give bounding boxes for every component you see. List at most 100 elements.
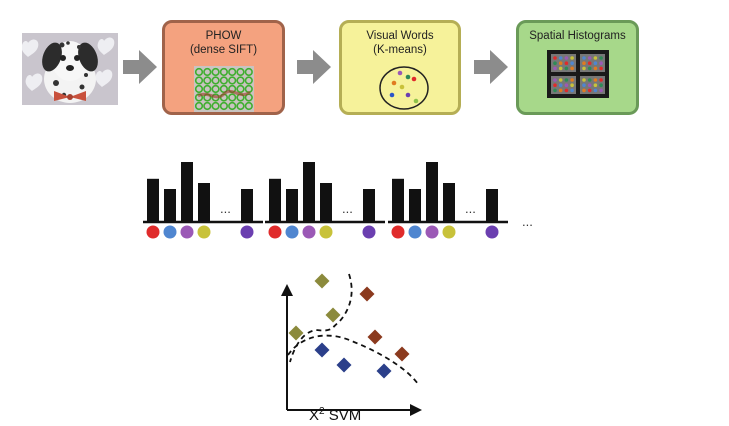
- spatial-histograms-box: Spatial Histograms: [516, 20, 639, 115]
- spatial-cell: [580, 54, 605, 72]
- histograms-chart: ............: [143, 162, 533, 239]
- spatial-word-dot: [582, 83, 586, 87]
- svm-sample-point: [394, 346, 410, 362]
- spatial-word-dot: [558, 78, 563, 82]
- spatial-word-dot: [587, 78, 592, 82]
- visual-words-subtitle: (K-means): [373, 44, 427, 56]
- sift-descriptor-circle: [244, 76, 253, 85]
- arrow-icon: [297, 50, 331, 84]
- histogram-ellipsis: ...: [220, 201, 231, 216]
- spatial-word-dot: [564, 78, 569, 82]
- sift-descriptor-circle: [203, 76, 212, 85]
- spatial-word-dot: [599, 78, 603, 82]
- spatial-cell: [551, 54, 576, 72]
- spatial-word-dot: [553, 61, 557, 65]
- spatial-word-dot: [599, 88, 603, 93]
- spatial-word-dot: [553, 78, 557, 82]
- histogram-bar: [147, 178, 159, 222]
- svm-axes: [286, 290, 415, 411]
- sift-descriptor-circle: [228, 67, 237, 77]
- spatial-word-dot: [593, 78, 598, 82]
- spatial-word-dot: [593, 88, 598, 93]
- histogram-bar: [269, 178, 281, 222]
- spatial-word-dot: [558, 66, 563, 71]
- svm-sample-point: [314, 342, 330, 358]
- visual-word-dot: [240, 225, 254, 239]
- spatial-word-dot: [587, 83, 592, 87]
- spatial-word-dot: [587, 88, 592, 93]
- spatial-word-dot: [570, 56, 574, 60]
- phow-box: PHOW (dense SIFT): [162, 20, 285, 115]
- svm-sample-point: [367, 329, 383, 345]
- visual-word-dot: [391, 225, 405, 239]
- spatial-word-dot: [564, 61, 569, 65]
- sift-descriptor-circle: [236, 84, 245, 94]
- phow-subtitle: (dense SIFT): [189, 44, 258, 56]
- sift-descriptor-circle: [236, 76, 245, 85]
- histogram-bar: [363, 189, 375, 222]
- spatial-word-dot: [564, 88, 569, 93]
- visual-word-dot: [319, 225, 333, 239]
- spatial-word-dot: [570, 83, 574, 87]
- spatial-word-dot: [599, 56, 603, 60]
- visual-word-dot: [180, 225, 194, 239]
- spatial-word-dot: [599, 66, 603, 71]
- spatial-word-dot: [587, 56, 592, 60]
- sift-descriptor-circle: [244, 67, 253, 77]
- svm-sample-point: [325, 307, 341, 323]
- spatial-word-dot: [593, 61, 598, 65]
- spatial-word-dot: [599, 61, 603, 65]
- sift-descriptor-circle: [203, 101, 212, 111]
- spatial-word-dot: [564, 66, 569, 71]
- histogram-bar: [409, 189, 421, 222]
- sift-descriptor-circle: [203, 67, 212, 77]
- visual-words-title: Visual Words: [366, 30, 434, 42]
- kmeans-cluster-icon: [379, 66, 429, 110]
- spatial-word-dot: [582, 61, 586, 65]
- sift-descriptor-circle: [211, 101, 220, 111]
- sift-grid-image: [194, 66, 254, 112]
- sift-descriptor-circle: [194, 101, 204, 111]
- spatial-word-dot: [587, 61, 592, 65]
- sift-descriptor-circle: [211, 67, 220, 77]
- decision-boundary-2: [287, 334, 419, 385]
- sift-descriptor-circle: [203, 84, 212, 94]
- histogram-bar: [426, 162, 438, 222]
- histogram-bar: [198, 183, 210, 222]
- x-axis-arrowhead: [410, 404, 422, 416]
- sift-descriptor-circle: [228, 93, 237, 102]
- svm-sample-point: [336, 357, 352, 373]
- sift-descriptor-circle: [219, 101, 229, 111]
- svm-label: X2 SVM: [309, 406, 361, 424]
- spatial-word-dot: [564, 56, 569, 60]
- spatial-word-dot: [593, 83, 598, 87]
- sift-descriptor-circle: [211, 76, 220, 85]
- spatial-word-dot: [558, 83, 563, 87]
- histogram-ellipsis: ...: [465, 201, 476, 216]
- sift-descriptor-circle: [244, 101, 253, 111]
- spatial-word-dot: [558, 56, 563, 60]
- spatial-word-dot: [564, 83, 569, 87]
- histogram-bar: [181, 162, 193, 222]
- histogram-ellipsis: ...: [342, 201, 353, 216]
- arrow-icon: [123, 50, 157, 84]
- spatial-word-dot: [570, 88, 574, 93]
- histogram-bar: [443, 183, 455, 222]
- histogram-bar: [320, 183, 332, 222]
- spatial-word-dot: [553, 56, 557, 60]
- histogram-bar: [241, 189, 253, 222]
- spatial-word-dot: [558, 61, 563, 65]
- sift-descriptor-circle: [236, 67, 245, 77]
- spatial-word-dot: [582, 78, 586, 82]
- trailing-ellipsis: ...: [522, 214, 533, 229]
- sift-descriptor-circle: [219, 67, 229, 77]
- visual-word-dot: [302, 225, 316, 239]
- spatial-word-dot: [599, 83, 603, 87]
- visual-word-dot: [485, 225, 499, 239]
- sift-descriptor-circle: [211, 84, 220, 94]
- histogram-bar: [164, 189, 176, 222]
- spatial-word-dot: [570, 61, 574, 65]
- visual-word-dot: [408, 225, 422, 239]
- visual-word-dot: [197, 225, 211, 239]
